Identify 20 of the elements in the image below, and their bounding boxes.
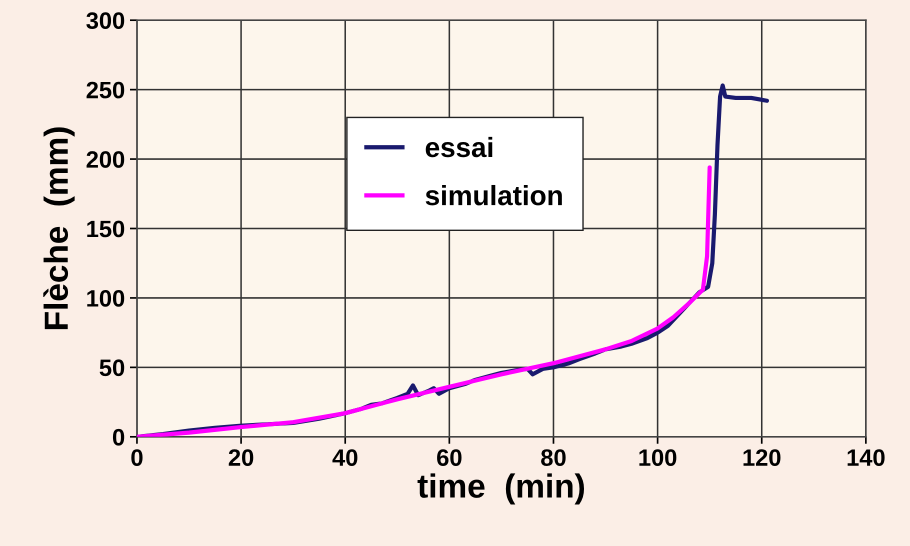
x-tick-label: 80 [541, 449, 566, 466]
y-tick-label: 150 [87, 220, 124, 238]
legend-label: essai [426, 136, 492, 158]
x-tick-label: 120 [744, 449, 780, 466]
x-tick-label: 140 [848, 449, 885, 466]
y-tick-label: 100 [87, 290, 124, 307]
x-tick-label: 0 [131, 449, 143, 466]
line-series [136, 165, 712, 437]
y-axis-title: Flèche (mm) [43, 127, 75, 330]
x-tick-label: 20 [228, 449, 254, 466]
y-tick-label: 0 [112, 428, 124, 446]
x-tick-label: 60 [437, 449, 462, 466]
legend-label: simulation [426, 184, 562, 206]
x-tick-label: 100 [639, 449, 676, 466]
y-tick-label: 50 [100, 359, 124, 376]
y-tick-label: 300 [86, 12, 124, 30]
y-tick-label: 250 [86, 82, 124, 98]
y-tick-label: 200 [86, 151, 124, 168]
x-axis-title: time (min) [418, 473, 584, 504]
x-tick-label: 40 [332, 449, 358, 466]
